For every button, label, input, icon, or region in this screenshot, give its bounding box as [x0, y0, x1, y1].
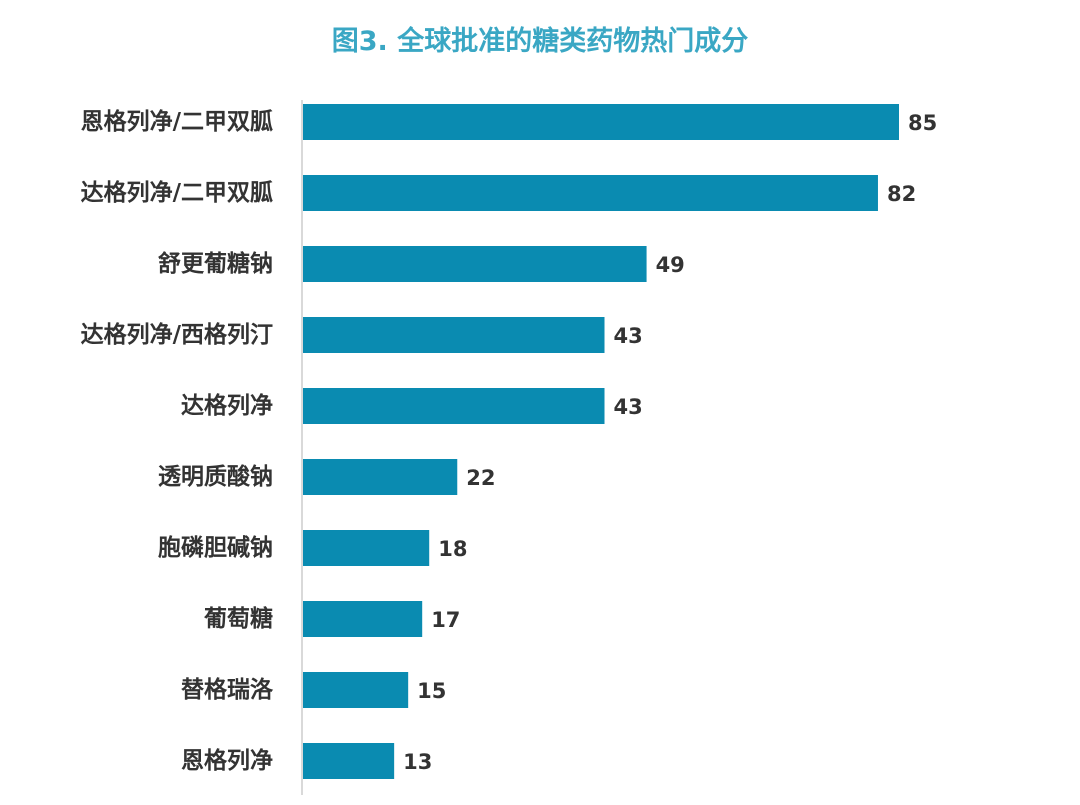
chart-title: 图3. 全球批准的糖类药物热门成分 — [331, 26, 749, 57]
value-label-6: 18 — [438, 537, 467, 561]
bar-2 — [303, 246, 647, 282]
value-label-2: 49 — [656, 253, 685, 277]
bar-4 — [303, 388, 605, 424]
category-label-0: 恩格列净/二甲双胍 — [81, 108, 273, 135]
category-labels: 恩格列净/二甲双胍达格列净/二甲双胍舒更葡糖钠达格列净/西格列汀达格列净透明质酸… — [81, 108, 274, 774]
bar-0 — [303, 104, 899, 140]
category-label-1: 达格列净/二甲双胍 — [81, 179, 273, 206]
value-label-3: 43 — [614, 324, 643, 348]
bars-layer — [303, 104, 899, 779]
value-label-5: 22 — [466, 466, 495, 490]
bar-8 — [303, 672, 409, 708]
category-label-7: 葡萄糖 — [203, 605, 273, 632]
category-label-4: 达格列净 — [181, 392, 273, 419]
bar-1 — [303, 175, 878, 211]
bar-5 — [303, 459, 458, 495]
bar-6 — [303, 530, 430, 566]
value-label-0: 85 — [908, 111, 937, 135]
value-labels: 85 82 49 43 43 22 18 17 15 13 — [403, 111, 937, 774]
category-label-3: 达格列净/西格列汀 — [81, 321, 273, 348]
bar-7 — [303, 601, 423, 637]
category-label-2: 舒更葡糖钠 — [158, 250, 273, 277]
value-label-9: 13 — [403, 750, 432, 774]
bar-9 — [303, 743, 395, 779]
category-label-6: 胞磷胆碱钠 — [158, 534, 273, 561]
category-label-5: 透明质酸钠 — [158, 464, 273, 490]
value-label-1: 82 — [887, 182, 916, 206]
value-label-7: 17 — [431, 608, 460, 632]
category-label-9: 恩格列净 — [181, 747, 273, 774]
value-label-4: 43 — [614, 395, 643, 419]
category-label-8: 替格瑞洛 — [181, 676, 274, 703]
value-label-8: 15 — [417, 679, 446, 703]
bar-3 — [303, 317, 605, 353]
